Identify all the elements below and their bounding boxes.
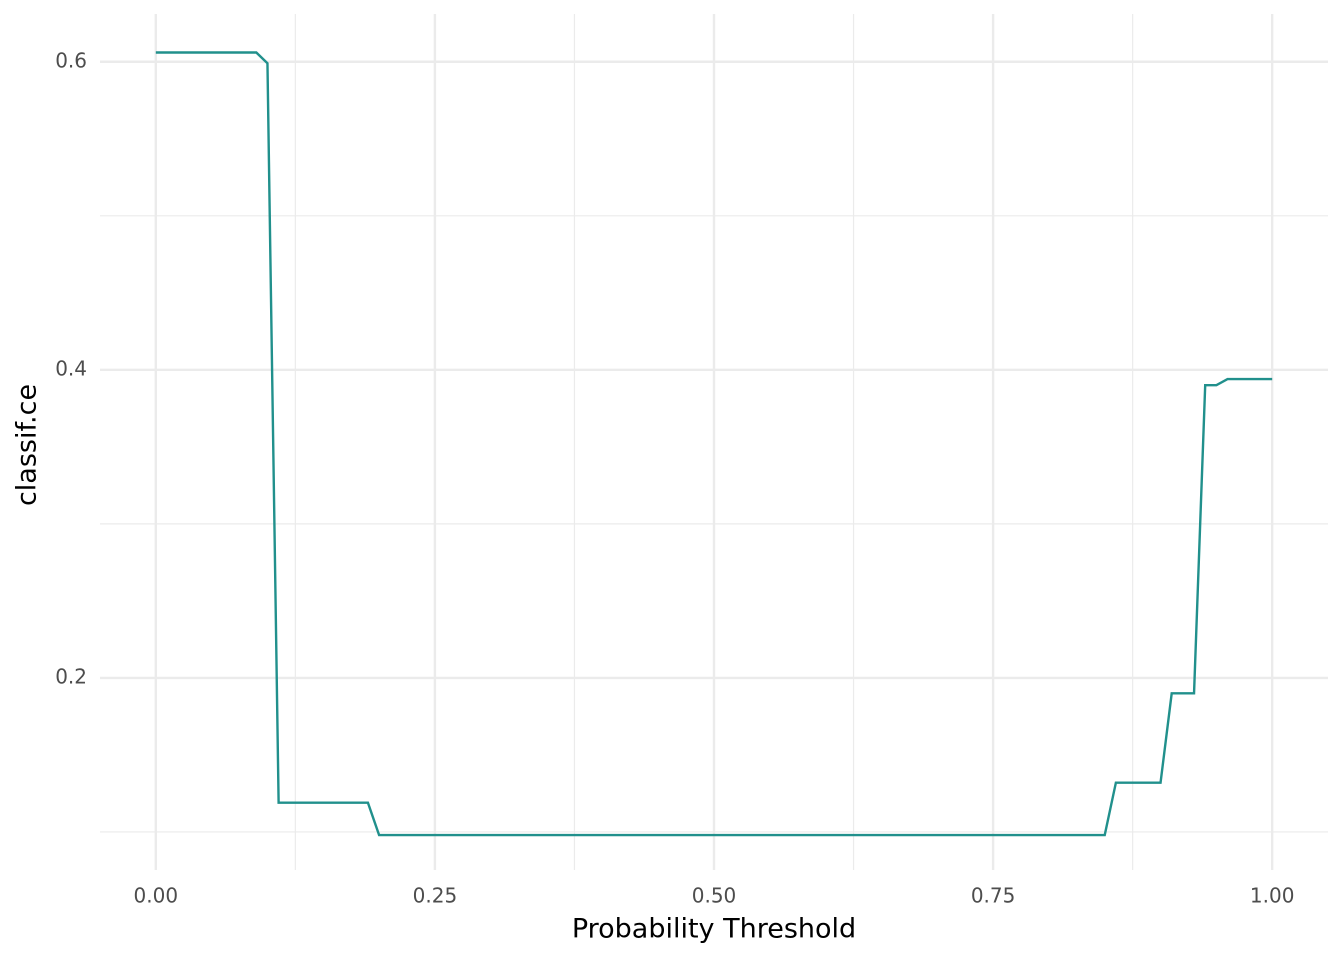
y-tick-label: 0.4	[55, 356, 87, 380]
x-tick-label: 0.25	[413, 884, 458, 908]
y-axis-title: classif.ce	[12, 384, 43, 506]
x-axis-title: Probability Threshold	[572, 914, 856, 945]
data-line	[155, 51, 1273, 837]
x-tick-label: 0.75	[971, 884, 1016, 908]
x-tick-label: 1.00	[1250, 884, 1295, 908]
grid	[100, 14, 1328, 870]
y-tick-label: 0.2	[55, 664, 87, 688]
y-tick-label: 0.6	[55, 48, 87, 72]
x-tick-label: 0.00	[134, 884, 179, 908]
x-tick-label: 0.50	[692, 884, 737, 908]
